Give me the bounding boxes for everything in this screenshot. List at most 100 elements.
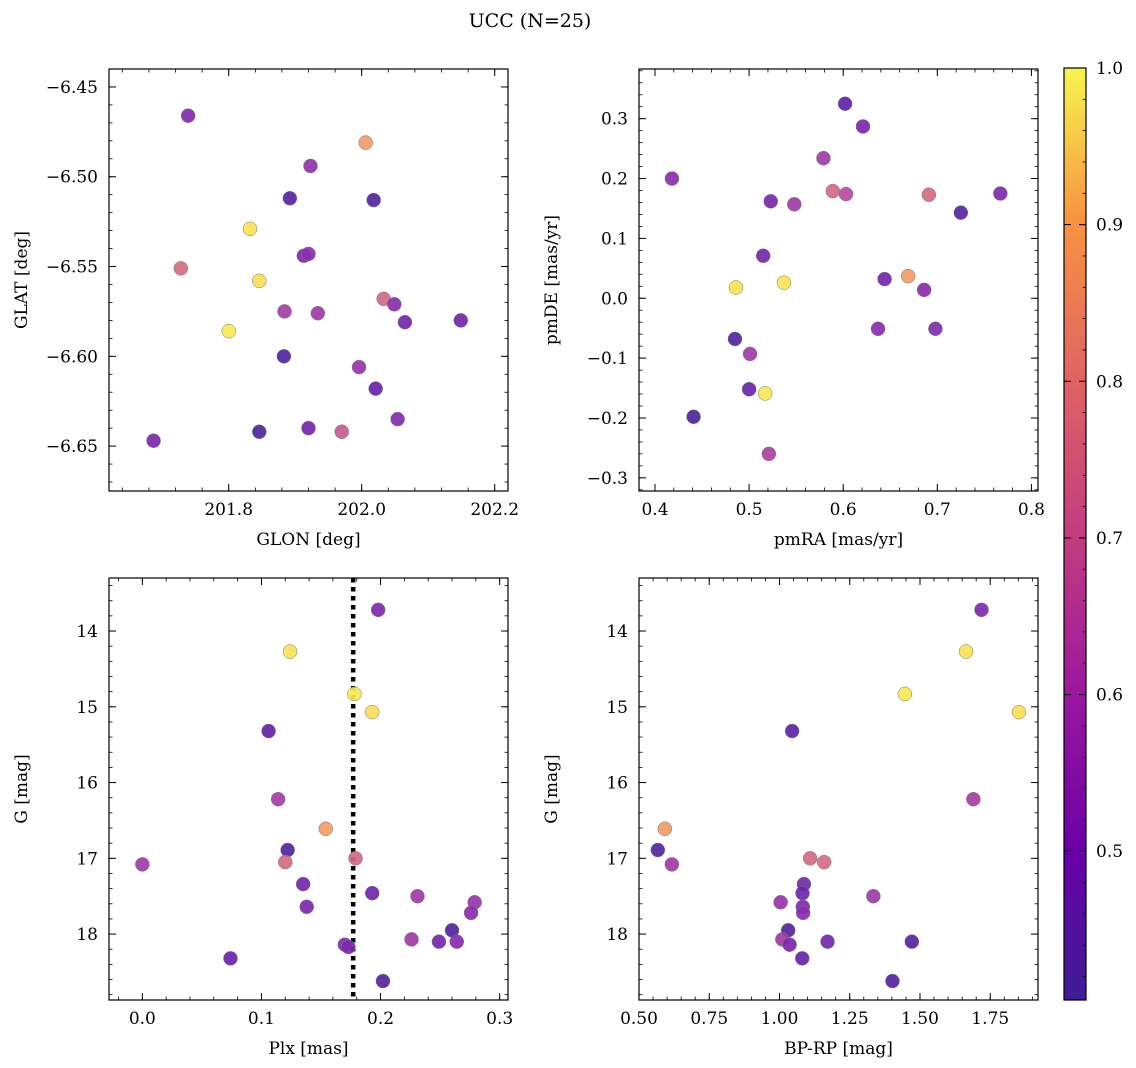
scatter-point [820, 934, 835, 949]
scatter-point [741, 381, 757, 397]
scatter-point [795, 905, 811, 921]
x-tick-label: 202.0 [337, 500, 386, 520]
x-tick-label: 0.50 [620, 1009, 658, 1029]
scatter-point [252, 424, 267, 439]
scatter-point [348, 851, 363, 866]
x-axis-label: pmRA [mas/yr] [774, 530, 903, 550]
scatter-point [282, 191, 298, 206]
scatter-point [958, 644, 974, 659]
scatter-point [900, 268, 916, 284]
scatter-point [277, 304, 292, 319]
scatter-point [449, 934, 465, 949]
y-tick-label: 16 [606, 774, 628, 794]
y-axis-label: G [mag] [542, 754, 562, 823]
scatter-point [223, 951, 238, 966]
scatter-point [299, 899, 314, 915]
scatter-point [855, 119, 871, 134]
panel-bprp-g: 0.50 0.75 1.00 1.25 1.50 1.75 14 15 16 17 18 BP-RP … [542, 577, 1039, 1059]
y-tick-label: −0.3 [587, 469, 628, 489]
scatter-point [347, 686, 362, 702]
scatter-point [270, 791, 286, 807]
scatter-point [221, 323, 236, 339]
panel-pmra-pmde: 0.4 0.5 0.6 0.7 0.8 −0.3 −0.2 −0.1 0.0 0.1 0.2 0.3 p… [542, 68, 1045, 550]
axes-frame [638, 577, 1039, 1001]
scatter-point [974, 602, 989, 618]
scatter-point [276, 349, 292, 364]
scatter-point [358, 135, 373, 150]
scatter-point [295, 876, 311, 892]
scatter-point [763, 194, 778, 209]
x-axis-label: Plx [mas] [268, 1039, 348, 1059]
panel-glon-glat: 201.8 202.0 202.2 −6.45 −6.50 −6.55 −6.60 −6.65… [12, 68, 519, 550]
scatter-point [916, 282, 932, 298]
scatter-point [776, 275, 792, 290]
x-tick-label: 0.2 [367, 1009, 394, 1029]
scatter-point [837, 96, 853, 111]
scatter-point [301, 420, 316, 436]
scatter-point [897, 686, 913, 702]
scatter-point [370, 602, 386, 618]
scatter-point [816, 854, 832, 870]
scatter-point [885, 973, 900, 989]
scatter-point [816, 150, 831, 166]
scatter-point [866, 888, 881, 904]
y-tick-label: −6.45 [46, 78, 98, 98]
scatter-point [928, 321, 943, 337]
scatter-point [728, 280, 744, 295]
x-tick-label: 0.7 [924, 500, 951, 520]
y-tick-label: 0.2 [601, 170, 628, 190]
scatter-point [366, 192, 381, 208]
scatter-point [838, 186, 854, 202]
scatter-point [280, 842, 295, 858]
scatter-point [787, 197, 802, 212]
y-axis-label: pmDE [mas/yr] [542, 215, 562, 345]
x-tick-label: 0.1 [248, 1009, 275, 1029]
scatter-point [341, 939, 356, 955]
y-axis-label: GLAT [deg] [12, 231, 32, 329]
scatter-point [364, 885, 380, 901]
y-axis-label: G [mag] [12, 754, 32, 823]
y-tick-label: 15 [76, 698, 98, 718]
x-tick-label: 1.00 [761, 1009, 799, 1029]
scatter-point [650, 842, 666, 858]
scatter-point [404, 932, 419, 947]
x-tick-label: 0.4 [641, 500, 668, 520]
y-tick-label: 15 [606, 698, 628, 718]
scatter-point [877, 271, 892, 287]
y-tick-label: −6.50 [46, 168, 98, 188]
y-tick-label: 17 [76, 849, 98, 869]
y-tick-label: 18 [606, 925, 628, 945]
scatter-point [742, 346, 758, 362]
y-tick-label: 17 [606, 849, 628, 869]
scatter-point [761, 446, 777, 462]
y-tick-label: −6.65 [46, 437, 98, 457]
y-tick-label: 0.0 [601, 289, 628, 309]
y-tick-label: 16 [76, 774, 98, 794]
scatter-point [904, 934, 920, 949]
colorbar-tick-label: 0.5 [1096, 842, 1123, 862]
x-tick-label: 1.75 [971, 1009, 1009, 1029]
scatter-point [375, 973, 391, 989]
scatter-point [870, 321, 886, 337]
scatter-point [825, 183, 841, 199]
figure-title: UCC (N=25) [469, 10, 592, 32]
y-tick-label: −6.55 [46, 258, 98, 278]
scatter-point [303, 158, 318, 174]
scatter-point [773, 895, 788, 910]
scatter-point [387, 296, 402, 312]
scatter-point [795, 951, 810, 966]
y-tick-label: 14 [76, 622, 98, 642]
panel-plx-g: 0.0 0.1 0.2 0.3 14 15 16 17 18 Plx [mas] G [mag] [12, 577, 513, 1059]
scatter-point [1011, 704, 1027, 720]
y-tick-label: 14 [606, 622, 628, 642]
x-tick-label: 1.25 [831, 1009, 869, 1029]
scatter-point [431, 934, 447, 949]
scatter-point [135, 857, 150, 872]
scatter-point [310, 305, 326, 321]
scatter-point [757, 386, 773, 401]
colorbar-gradient [1063, 67, 1087, 1001]
x-tick-label: 0.75 [690, 1009, 728, 1029]
scatter-point [334, 424, 349, 439]
scatter-point [390, 411, 405, 427]
